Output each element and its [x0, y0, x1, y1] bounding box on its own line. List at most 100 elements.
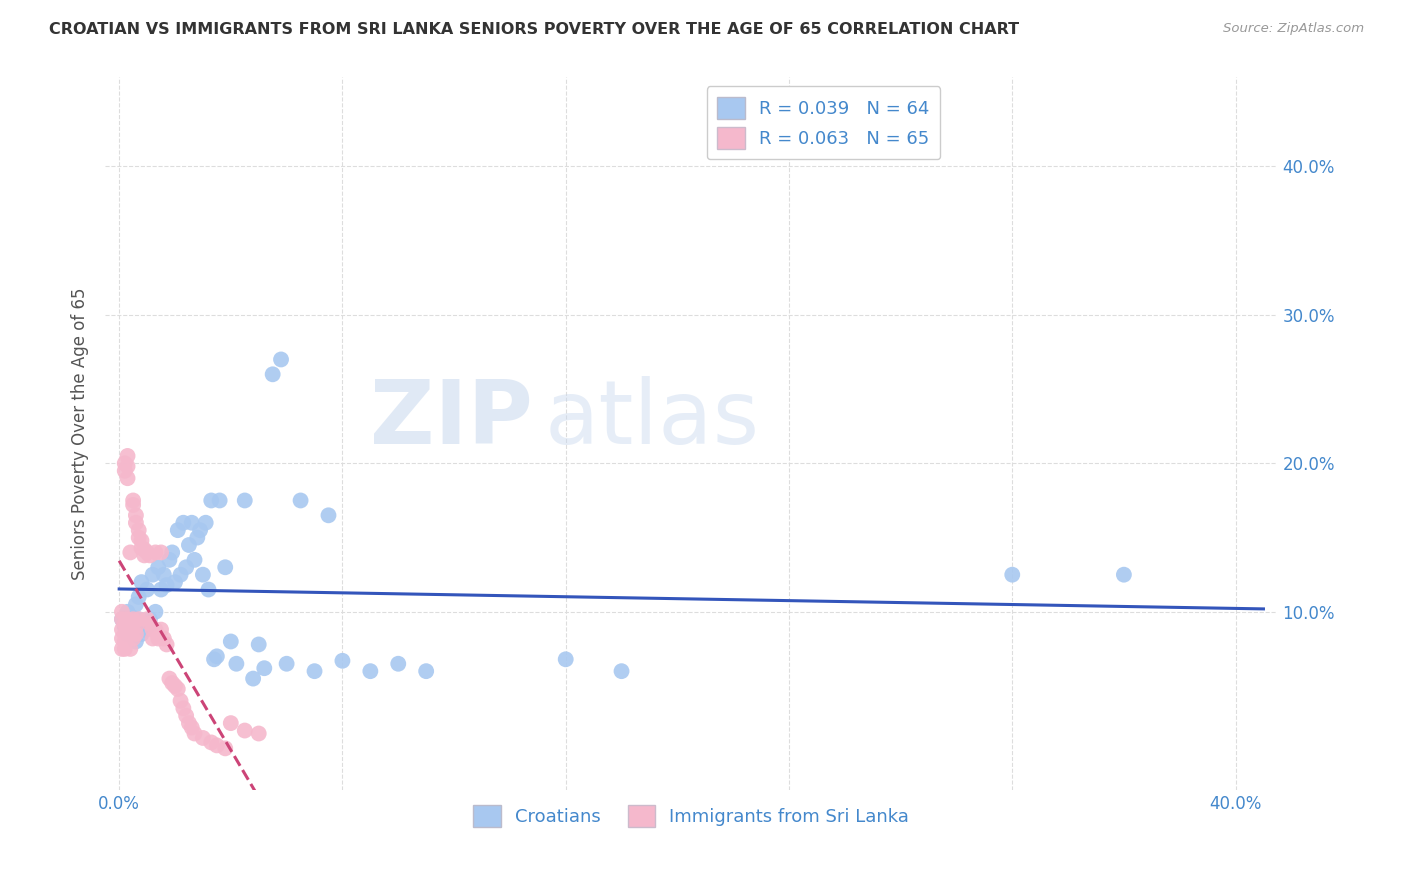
Point: [136, 612, 159, 626]
Point: [122, 611, 145, 625]
Point: [318, 508, 340, 523]
Point: [111, 641, 134, 656]
Point: [120, 627, 142, 641]
Point: [200, 735, 222, 749]
Point: [166, 523, 188, 537]
Point: [125, 634, 148, 648]
Point: [117, 627, 139, 641]
Point: [117, 471, 139, 485]
Point: [148, 632, 170, 646]
Point: [177, 538, 200, 552]
Legend: Croatians, Immigrants from Sri Lanka: Croatians, Immigrants from Sri Lanka: [467, 797, 917, 834]
Point: [125, 598, 148, 612]
Text: CROATIAN VS IMMIGRANTS FROM SRI LANKA SENIORS POVERTY OVER THE AGE OF 65 CORRELA: CROATIAN VS IMMIGRANTS FROM SRI LANKA SE…: [49, 22, 1019, 37]
Text: atlas: atlas: [544, 376, 759, 463]
Point: [125, 516, 148, 530]
Point: [214, 741, 236, 756]
Point: [276, 657, 298, 671]
Point: [122, 632, 145, 646]
Point: [125, 620, 148, 634]
Point: [160, 545, 183, 559]
Point: [304, 664, 326, 678]
Point: [153, 632, 176, 646]
Point: [117, 612, 139, 626]
Point: [125, 508, 148, 523]
Point: [148, 560, 170, 574]
Point: [114, 627, 136, 641]
Point: [139, 612, 162, 626]
Point: [131, 541, 153, 555]
Point: [114, 464, 136, 478]
Point: [136, 582, 159, 597]
Point: [610, 664, 633, 678]
Text: ZIP: ZIP: [370, 376, 533, 463]
Point: [202, 652, 225, 666]
Point: [120, 641, 142, 656]
Point: [145, 605, 167, 619]
Point: [142, 632, 165, 646]
Point: [134, 542, 156, 557]
Point: [359, 664, 381, 678]
Point: [262, 368, 284, 382]
Point: [128, 523, 150, 537]
Point: [145, 623, 167, 637]
Point: [242, 672, 264, 686]
Point: [197, 582, 219, 597]
Point: [117, 459, 139, 474]
Point: [120, 616, 142, 631]
Point: [191, 567, 214, 582]
Point: [208, 493, 231, 508]
Point: [117, 449, 139, 463]
Point: [122, 630, 145, 644]
Point: [186, 531, 208, 545]
Point: [128, 612, 150, 626]
Point: [142, 567, 165, 582]
Point: [122, 493, 145, 508]
Point: [111, 612, 134, 626]
Point: [247, 726, 270, 740]
Point: [139, 616, 162, 631]
Point: [136, 620, 159, 634]
Point: [111, 623, 134, 637]
Point: [128, 531, 150, 545]
Point: [111, 632, 134, 646]
Point: [270, 352, 292, 367]
Point: [120, 623, 142, 637]
Point: [125, 627, 148, 641]
Point: [163, 575, 186, 590]
Point: [160, 676, 183, 690]
Point: [142, 623, 165, 637]
Point: [156, 578, 179, 592]
Point: [172, 516, 194, 530]
Point: [290, 493, 312, 508]
Point: [180, 721, 202, 735]
Point: [114, 620, 136, 634]
Point: [156, 637, 179, 651]
Point: [139, 549, 162, 563]
Point: [134, 549, 156, 563]
Point: [180, 516, 202, 530]
Point: [219, 716, 242, 731]
Point: [114, 634, 136, 648]
Point: [111, 612, 134, 626]
Point: [157, 553, 180, 567]
Point: [128, 590, 150, 604]
Point: [225, 657, 247, 671]
Point: [163, 679, 186, 693]
Point: [233, 493, 256, 508]
Point: [169, 567, 191, 582]
Point: [150, 582, 173, 597]
Point: [128, 612, 150, 626]
Point: [150, 545, 173, 559]
Point: [131, 575, 153, 590]
Point: [183, 726, 205, 740]
Point: [166, 681, 188, 696]
Point: [188, 523, 211, 537]
Point: [1001, 567, 1024, 582]
Point: [387, 657, 409, 671]
Point: [150, 623, 173, 637]
Point: [174, 560, 197, 574]
Y-axis label: Seniors Poverty Over the Age of 65: Seniors Poverty Over the Age of 65: [72, 287, 89, 580]
Point: [114, 456, 136, 470]
Point: [214, 560, 236, 574]
